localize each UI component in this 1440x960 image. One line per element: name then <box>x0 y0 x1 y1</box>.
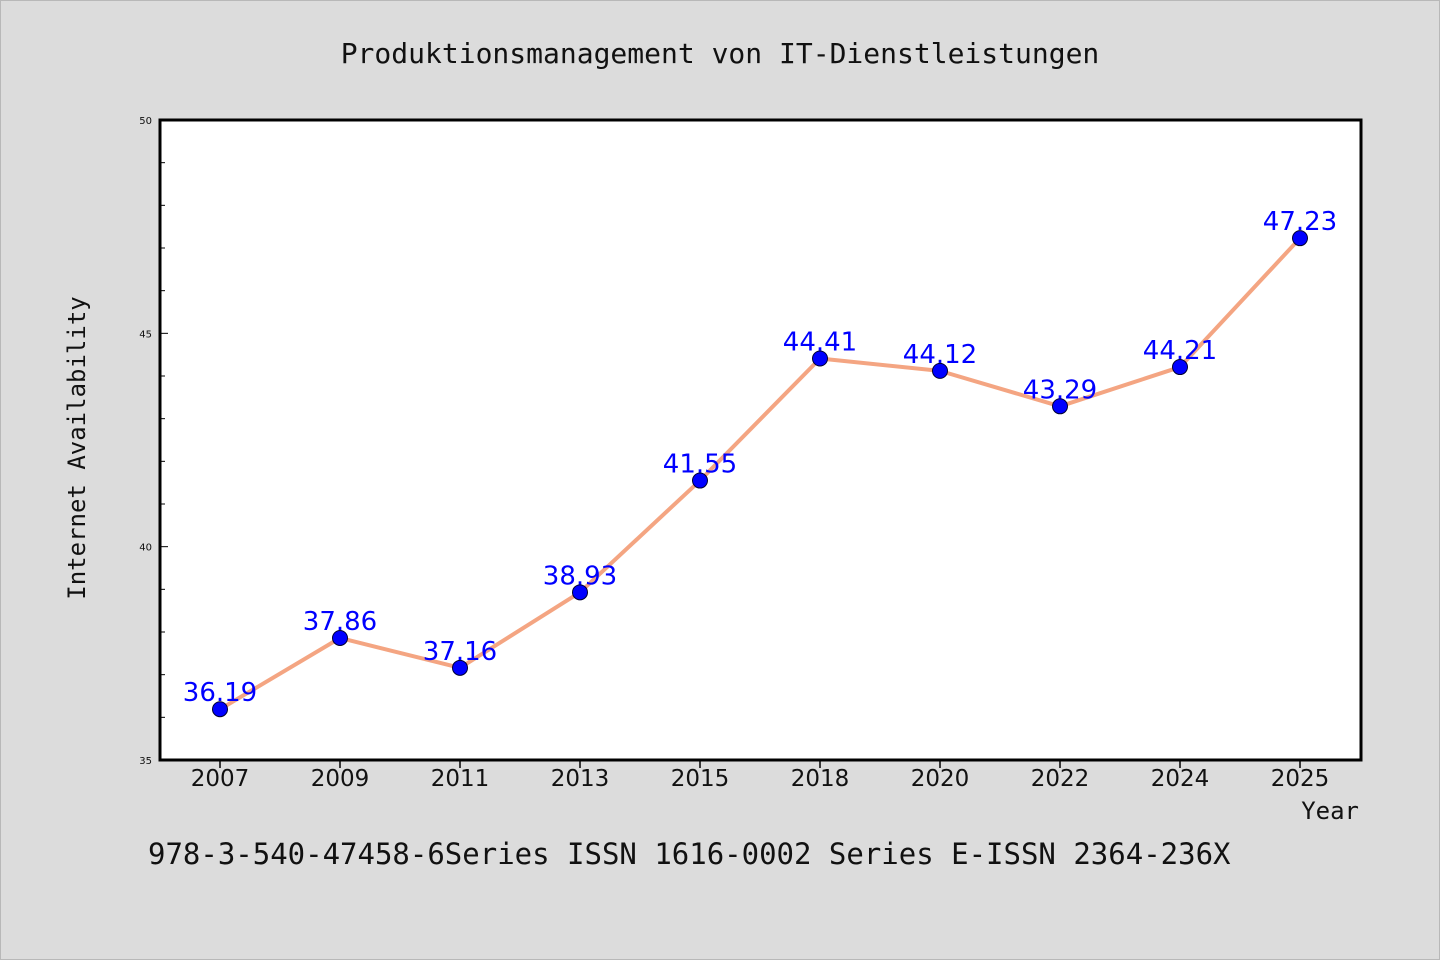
data-point-label: 37.16 <box>423 637 497 667</box>
data-point-label: 44.41 <box>783 328 857 358</box>
data-point-marker <box>692 472 708 489</box>
data-markers <box>212 230 1308 718</box>
data-point-label: 37.86 <box>303 607 377 637</box>
plot-area <box>160 120 1361 760</box>
x-tick-label: 2015 <box>671 766 730 792</box>
x-tick-label: 2009 <box>311 766 370 792</box>
x-tick-label: 2013 <box>551 766 610 792</box>
x-axis: 2007 2009 2011 2013 2015 2018 2020 2022 2024 2025 <box>191 760 1330 792</box>
x-tick-label: 2024 <box>1151 766 1210 792</box>
data-labels: 36.19 37.86 37.16 38.93 41.55 44.41 44.12 43.29… <box>183 207 1337 708</box>
data-point-label: 43.29 <box>1023 375 1097 405</box>
x-tick-label: 2011 <box>431 766 490 792</box>
x-tick-label: 2020 <box>911 766 970 792</box>
plot-border <box>158 118 1363 762</box>
y-tick-label: 40 <box>139 543 152 554</box>
x-tick-label: 2025 <box>1271 766 1330 792</box>
footer-text: 978-3-540-47458-6Series ISSN 1616-0002 S… <box>148 837 1231 871</box>
x-axis-label: Year <box>1301 797 1359 825</box>
data-point-label: 47.23 <box>1263 207 1337 237</box>
y-tick-label: 35 <box>139 756 152 767</box>
series-line <box>218 236 1302 712</box>
data-point-marker <box>932 362 948 379</box>
data-point-label: 36.19 <box>183 678 257 708</box>
data-point-marker <box>572 584 588 601</box>
data-point-marker <box>212 701 228 718</box>
x-tick-label: 2018 <box>791 766 850 792</box>
data-point-label: 44.12 <box>903 340 977 370</box>
x-tick-label: 2022 <box>1031 766 1090 792</box>
data-point-label: 38.93 <box>543 561 617 591</box>
data-point-marker <box>332 629 348 646</box>
data-point-marker <box>812 350 828 367</box>
data-point-marker <box>1292 230 1308 247</box>
data-point-label: 44.21 <box>1143 336 1217 366</box>
y-tick-label: 45 <box>139 329 152 340</box>
y-axis-label: Internet Availability <box>63 296 91 599</box>
data-point-marker <box>452 659 468 676</box>
series-line-group <box>218 236 1302 712</box>
data-point-marker <box>1052 398 1068 415</box>
x-tick-label: 2007 <box>191 766 250 792</box>
data-point-label: 41.55 <box>663 450 737 480</box>
y-tick-label: 50 <box>139 116 152 127</box>
chart-title: Produktionsmanagement von IT-Dienstleist… <box>341 37 1100 70</box>
data-point-marker <box>1172 359 1188 376</box>
